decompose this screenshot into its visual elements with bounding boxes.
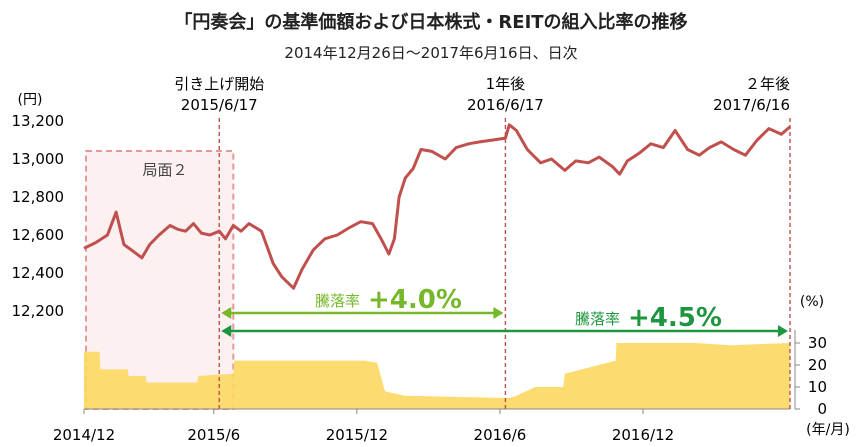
arrow-head-left <box>221 325 232 337</box>
x-unit: (年/月) <box>806 422 850 438</box>
y-right-tick-label: 30 <box>808 334 827 352</box>
y-left-tick-label: 12,600 <box>12 226 65 244</box>
marker-date: 2016/6/17 <box>467 96 544 114</box>
y-left-unit: (円) <box>18 92 43 108</box>
y-left-tick-label: 12,800 <box>12 188 65 206</box>
arrow-label-prefix: 騰落率 <box>315 292 360 310</box>
marker-label: 引き上げ開始 <box>174 75 264 93</box>
nav-line <box>83 123 791 290</box>
y-right-tick-label: 20 <box>808 356 827 374</box>
x-tick-label: 2015/12 <box>326 426 388 444</box>
y-right-unit: (%) <box>800 294 824 310</box>
arrow-label-value: +4.5% <box>628 303 722 333</box>
y-left-tick-label: 12,200 <box>12 302 65 320</box>
x-tick-label: 2015/6 <box>187 426 240 444</box>
x-tick-label: 2016/6 <box>474 426 527 444</box>
marker-date: 2015/6/17 <box>181 96 258 114</box>
arrow-label-value: +4.0% <box>368 285 462 315</box>
chart-title: 「円奏会」の基準価額および日本株式・REITの組入比率の推移 <box>174 12 688 33</box>
arrow-label-prefix: 騰落率 <box>575 310 620 328</box>
x-tick-label: 2016/12 <box>612 426 674 444</box>
chart-subtitle: 2014年12月26日～2017年6月16日、日次 <box>284 44 578 62</box>
highlight-box-label: 局面２ <box>142 161 187 179</box>
y-left-tick-label: 13,200 <box>12 112 65 130</box>
allocation-area <box>84 343 790 409</box>
y-right-tick-label: 0 <box>817 400 827 418</box>
marker-label: 1年後 <box>486 75 526 93</box>
marker-label: ２年後 <box>745 75 790 93</box>
y-right-tick-label: 10 <box>808 378 827 396</box>
marker-date: 2017/6/16 <box>713 96 790 114</box>
arrow-head-right <box>493 307 504 319</box>
y-left-tick-label: 12,400 <box>12 264 65 282</box>
highlight-box <box>85 150 235 410</box>
arrow-head-right <box>778 325 788 337</box>
x-tick-label: 2014/12 <box>53 426 115 444</box>
arrow-head-left <box>221 307 232 319</box>
y-left-tick-label: 13,000 <box>12 150 65 168</box>
